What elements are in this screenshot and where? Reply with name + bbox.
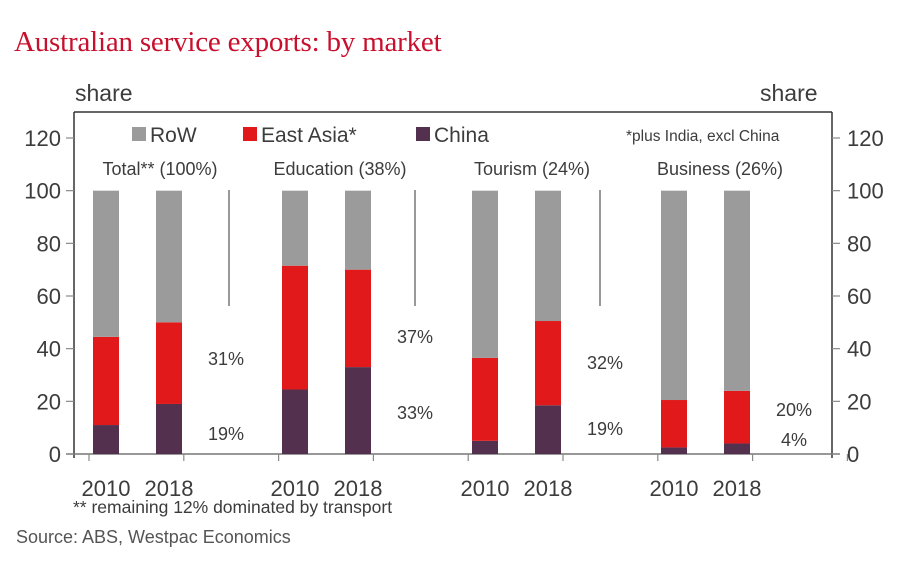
left-tick-label: 20 <box>37 389 61 414</box>
bar-row-2010 <box>661 190 687 401</box>
bar-row-2018 <box>156 190 182 323</box>
group-label: Education (38%) <box>273 159 406 179</box>
year-label: 2018 <box>334 476 383 501</box>
data-label-china: 33% <box>397 403 433 423</box>
bar-eastasia-2010 <box>93 336 119 426</box>
bar-china-2018 <box>345 367 371 454</box>
bar-eastasia-2018 <box>724 390 750 444</box>
year-label: 2010 <box>650 476 699 501</box>
legend-label: East Asia* <box>261 124 357 147</box>
data-label-east-asia: 31% <box>208 349 244 369</box>
bar-china-2010 <box>472 440 498 454</box>
bar-eastasia-2018 <box>156 322 182 404</box>
year-label: 2010 <box>82 476 131 501</box>
data-label-china: 4% <box>781 430 807 450</box>
bar-eastasia-2010 <box>282 265 308 390</box>
bar-eastasia-2010 <box>472 357 498 441</box>
footnote: ** remaining 12% dominated by transport <box>73 497 393 517</box>
right-tick-label: 40 <box>847 337 871 362</box>
bar-china-2018 <box>724 443 750 454</box>
left-tick-label: 100 <box>24 179 61 204</box>
right-tick-label: 20 <box>847 389 871 414</box>
chart-title: Australian service exports: by market <box>14 26 442 58</box>
bar-eastasia-2018 <box>345 269 371 368</box>
left-axis-title: share <box>75 80 133 106</box>
left-tick-label: 40 <box>37 337 61 362</box>
left-tick-label: 60 <box>37 284 61 309</box>
source-note: Source: ABS, Westpac Economics <box>16 527 291 547</box>
year-label: 2018 <box>713 476 762 501</box>
legend-swatch-eastasia <box>243 127 257 141</box>
bar-china-2018 <box>535 405 561 454</box>
right-tick-label: 60 <box>847 284 871 309</box>
left-tick-label: 80 <box>37 231 61 256</box>
bar-row-2010 <box>93 190 119 337</box>
group-label: Tourism (24%) <box>474 159 590 179</box>
right-tick-label: 100 <box>847 179 884 204</box>
data-label-east-asia: 37% <box>397 327 433 347</box>
data-label-east-asia: 32% <box>587 353 623 373</box>
group-label: Business (26%) <box>657 159 783 179</box>
legend-swatch-row <box>132 127 146 141</box>
legend-label: China <box>434 124 489 147</box>
bar-row-2010 <box>472 190 498 358</box>
right-tick-label: 80 <box>847 231 871 256</box>
bar-row-2018 <box>535 190 561 322</box>
right-tick-label: 0 <box>847 442 859 467</box>
year-label: 2010 <box>461 476 510 501</box>
bar-eastasia-2018 <box>535 321 561 406</box>
right-axis-title: share <box>760 80 818 106</box>
legend-note: *plus India, excl China <box>626 128 780 145</box>
legend-swatch-china <box>416 127 430 141</box>
left-tick-label: 0 <box>49 442 61 467</box>
year-label: 2018 <box>524 476 573 501</box>
left-tick-label: 120 <box>24 126 61 151</box>
year-label: 2018 <box>145 476 194 501</box>
bar-row-2018 <box>345 190 371 270</box>
bar-china-2010 <box>282 389 308 454</box>
bar-china-2018 <box>156 403 182 454</box>
bar-row-2018 <box>724 190 750 391</box>
right-tick-label: 120 <box>847 126 884 151</box>
group-label: Total** (100%) <box>102 159 217 179</box>
data-label-east-asia: 20% <box>776 400 812 420</box>
bar-row-2010 <box>282 190 308 266</box>
bar-eastasia-2010 <box>661 400 687 448</box>
year-label: 2010 <box>271 476 320 501</box>
legend-label: RoW <box>150 124 197 147</box>
bar-china-2010 <box>661 447 687 454</box>
bar-china-2010 <box>93 425 119 454</box>
data-label-china: 19% <box>587 419 623 439</box>
data-label-china: 19% <box>208 424 244 444</box>
